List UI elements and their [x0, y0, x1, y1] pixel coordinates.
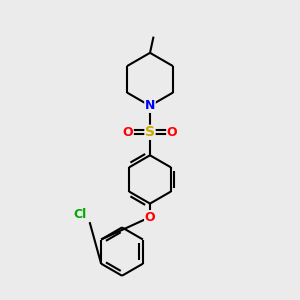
Text: N: N	[145, 99, 155, 112]
Text: O: O	[145, 211, 155, 224]
Text: S: S	[145, 125, 155, 139]
Text: O: O	[167, 126, 177, 139]
Text: Cl: Cl	[73, 208, 86, 221]
Text: O: O	[123, 126, 133, 139]
